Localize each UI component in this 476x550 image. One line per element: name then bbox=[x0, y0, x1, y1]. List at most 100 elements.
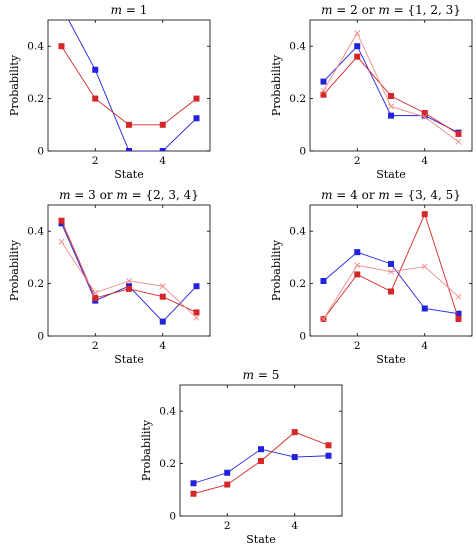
series-1 bbox=[58, 220, 200, 325]
data-point bbox=[354, 30, 361, 37]
y-tick-label: 0.2 bbox=[27, 93, 44, 105]
chart-panel-2: m = 2 or m = {1, 2, 3} 0 0.2 0.4 2 4 State Prob… bbox=[270, 3, 473, 181]
data-point bbox=[193, 283, 200, 290]
data-point bbox=[193, 115, 200, 122]
data-point bbox=[354, 262, 361, 269]
plot-frame bbox=[47, 19, 211, 152]
data-point bbox=[92, 295, 99, 302]
x-axis-label: State bbox=[376, 353, 405, 366]
data-point bbox=[421, 110, 428, 117]
data-point bbox=[193, 314, 200, 321]
series-line bbox=[323, 45, 459, 134]
data-point bbox=[159, 318, 166, 325]
y-tick-label: 0 bbox=[299, 331, 306, 343]
data-point bbox=[455, 315, 462, 322]
data-point bbox=[388, 288, 394, 295]
series-1 bbox=[59, 4, 200, 151]
series-line bbox=[68, 20, 197, 151]
data-point bbox=[325, 442, 332, 449]
y-tick-label: 0.4 bbox=[289, 41, 306, 53]
y-axis-label: Probability bbox=[8, 239, 21, 301]
series-1 bbox=[320, 43, 462, 136]
data-point bbox=[320, 277, 327, 284]
series-2 bbox=[190, 429, 332, 497]
data-point bbox=[193, 309, 200, 316]
series-3 bbox=[320, 262, 462, 322]
plot-frame bbox=[47, 204, 211, 337]
data-point bbox=[455, 310, 462, 317]
data-point bbox=[388, 92, 394, 99]
data-point bbox=[190, 480, 197, 487]
series-1 bbox=[190, 446, 332, 487]
data-point bbox=[159, 293, 166, 300]
data-point bbox=[92, 95, 99, 102]
data-point bbox=[58, 238, 65, 245]
chart-title: m = 1 bbox=[111, 3, 148, 17]
data-point bbox=[291, 454, 298, 461]
series-2 bbox=[58, 217, 200, 316]
y-tick-label: 0 bbox=[169, 511, 176, 523]
data-point bbox=[354, 249, 361, 256]
data-point bbox=[126, 285, 132, 292]
y-tick-label: 0 bbox=[299, 146, 306, 158]
data-point bbox=[325, 452, 332, 459]
series-3 bbox=[58, 238, 200, 321]
data-point bbox=[159, 121, 166, 128]
data-point bbox=[421, 114, 428, 120]
data-point bbox=[388, 103, 394, 110]
data-point bbox=[455, 293, 462, 300]
series-line bbox=[61, 45, 197, 126]
x-axis-label: State bbox=[114, 353, 143, 366]
x-tick-label: 4 bbox=[291, 520, 298, 532]
data-point bbox=[421, 211, 428, 218]
x-tick-label: 2 bbox=[92, 340, 99, 352]
data-point bbox=[59, 4, 65, 10]
data-point bbox=[190, 490, 197, 497]
series-line bbox=[323, 32, 459, 143]
data-point bbox=[126, 278, 132, 284]
y-axis-label: Probability bbox=[270, 54, 283, 116]
y-tick-label: 0.4 bbox=[27, 41, 44, 53]
data-point bbox=[354, 271, 361, 278]
x-tick-label: 4 bbox=[159, 155, 166, 167]
y-axis-label: Probability bbox=[140, 419, 153, 481]
data-point bbox=[354, 53, 361, 60]
data-point bbox=[258, 457, 264, 464]
plot-frame bbox=[309, 204, 473, 337]
x-tick-label: 2 bbox=[354, 340, 361, 352]
data-point bbox=[320, 316, 327, 322]
data-point bbox=[320, 87, 327, 94]
data-point bbox=[258, 446, 264, 453]
data-point bbox=[421, 305, 428, 312]
chart-title: m = 3 or m = {2, 3, 4} bbox=[59, 188, 199, 202]
x-tick-label: 4 bbox=[159, 340, 166, 352]
x-tick-label: 2 bbox=[92, 155, 99, 167]
series-line bbox=[61, 241, 197, 318]
y-tick-label: 0 bbox=[37, 146, 44, 158]
chart-panel-4: m = 4 or m = {3, 4, 5} 0 0.2 0.4 2 4 State Prob… bbox=[270, 188, 473, 366]
data-point bbox=[388, 268, 394, 275]
data-point bbox=[224, 481, 231, 488]
data-point bbox=[58, 217, 65, 224]
data-point bbox=[159, 148, 166, 151]
data-point bbox=[388, 112, 394, 119]
data-point bbox=[320, 78, 327, 85]
y-tick-label: 0 bbox=[37, 331, 44, 343]
chart-title: m = 4 or m = {3, 4, 5} bbox=[321, 188, 461, 202]
data-point bbox=[291, 429, 298, 436]
data-point bbox=[455, 130, 462, 137]
chart-panel-1: m = 1 0 0.2 0.4 2 4 State Probability bbox=[8, 3, 211, 181]
x-tick-label: 2 bbox=[224, 520, 231, 532]
x-tick-label: 4 bbox=[421, 340, 428, 352]
series-1 bbox=[320, 249, 462, 317]
chart-panel-3: m = 3 or m = {2, 3, 4} 0 0.2 0.4 2 4 State Prob… bbox=[8, 188, 211, 366]
data-point bbox=[388, 260, 394, 267]
series-line bbox=[193, 448, 329, 484]
chart-title: m = 2 or m = {1, 2, 3} bbox=[321, 3, 461, 17]
plot-frame bbox=[179, 384, 343, 517]
chart-title: m = 5 bbox=[243, 368, 280, 382]
data-point bbox=[320, 91, 327, 98]
y-tick-label: 0.2 bbox=[289, 93, 306, 105]
y-tick-label: 0.4 bbox=[159, 406, 176, 418]
data-point bbox=[193, 95, 200, 102]
